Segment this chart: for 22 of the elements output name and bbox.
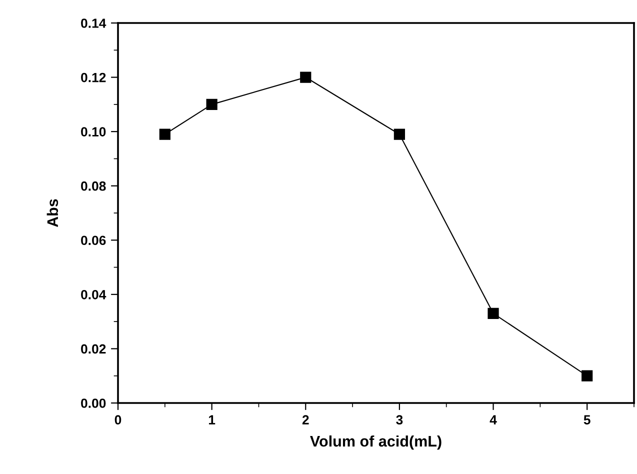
y-axis-title: Abs	[46, 199, 58, 228]
x-axis-title: Volum of acid(mL)	[310, 435, 442, 450]
y-tick-label: 0.02	[81, 344, 106, 354]
x-tick-label: 3	[396, 415, 403, 425]
x-tick-label: 1	[208, 415, 216, 424]
y-tick-label: 0.14	[81, 18, 106, 28]
y-tick-label: 0.08	[81, 181, 106, 191]
point	[488, 308, 499, 319]
y-tick-label: 0.04	[81, 290, 106, 300]
y-tick-label: 0.00	[81, 398, 106, 408]
point	[206, 98, 218, 110]
x-tick-label: 2	[302, 415, 309, 424]
x-tick-label: 4	[490, 415, 497, 424]
point	[582, 370, 593, 382]
point	[394, 128, 406, 140]
point	[300, 72, 312, 83]
y-tick-label: 0.12	[81, 72, 106, 82]
x-tick-label: 5	[584, 415, 590, 424]
y-tick-label: 0.10	[81, 127, 106, 136]
x-tick-label: 0	[114, 415, 122, 424]
y-tick-label: 0.06	[81, 236, 106, 246]
point	[159, 128, 170, 140]
